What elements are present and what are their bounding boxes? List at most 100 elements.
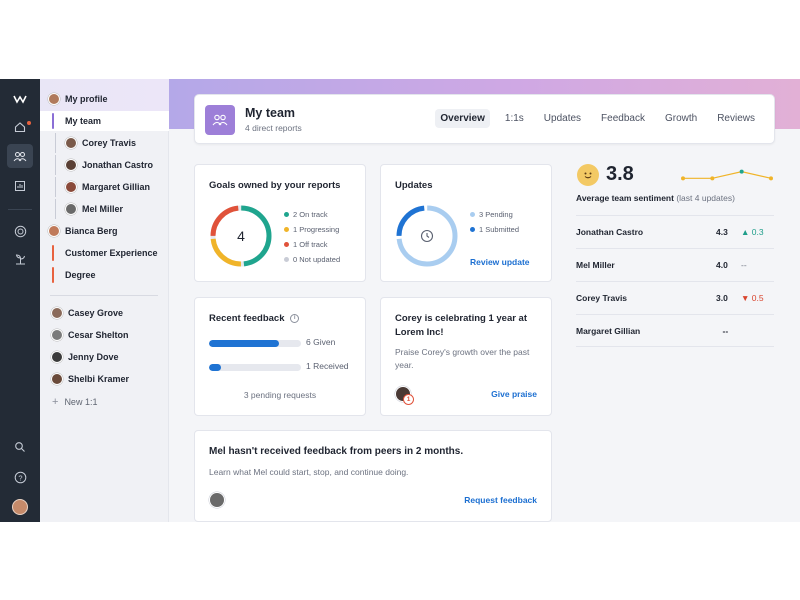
sidebar-item-label: Corey Travis: [82, 138, 137, 148]
sidebar-item-label: Mel Miller: [82, 204, 124, 214]
avatar: [48, 225, 60, 237]
tab-reviews[interactable]: Reviews: [717, 113, 755, 124]
legend-label: 0 Not updated: [293, 255, 341, 264]
legend-item: 1 Progressing: [284, 222, 340, 237]
sparkline-point: [739, 169, 744, 174]
search-icon[interactable]: [7, 435, 33, 459]
legend-label: 1 Progressing: [293, 225, 340, 234]
sidebar-divider: [50, 295, 158, 296]
sidebar-item-report[interactable]: Jonathan Castro: [40, 155, 169, 175]
pending-requests: 3 pending requests: [243, 390, 317, 400]
legend-bullet: [284, 227, 289, 232]
info-icon[interactable]: i: [290, 313, 300, 323]
tab-growth[interactable]: Growth: [664, 113, 698, 124]
group-color-bar: [52, 267, 54, 283]
chart-icon[interactable]: [7, 174, 33, 198]
sidebar-item-1on1[interactable]: Casey Grove: [40, 303, 169, 323]
sidebar-item-label: Customer Experience: [65, 248, 158, 258]
clock-icon: [420, 229, 434, 243]
page-subtitle: 4 direct reports: [245, 123, 302, 133]
team-icon[interactable]: [7, 144, 33, 168]
legend-label: 3 Pending: [479, 210, 513, 219]
give-praise-link[interactable]: Give praise: [491, 389, 537, 399]
tab-updates[interactable]: Updates: [543, 113, 582, 124]
tab-1on1s[interactable]: 1:1s: [504, 113, 524, 124]
sidebar-item-1on1[interactable]: Jenny Dove: [40, 347, 169, 367]
goals-card[interactable]: Goals owned by your reports 4 2 On track…: [194, 164, 366, 282]
recent-feedback-card[interactable]: Recent feedback i 6 Given 1 Received 3 p…: [194, 297, 366, 416]
sidebar-item-report[interactable]: Mel Miller: [40, 199, 169, 219]
tab-feedback[interactable]: Feedback: [601, 113, 645, 124]
avatar: [51, 307, 63, 319]
sentiment-row[interactable]: Mel Miller 4.0 --: [576, 248, 774, 281]
sidebar-item-person[interactable]: Bianca Berg: [40, 221, 169, 241]
legend-item: 2 On track: [284, 207, 340, 222]
sidebar-item-label: Bianca Berg: [65, 226, 118, 236]
sidebar: My profile My team Corey Travis Jonathan…: [40, 79, 169, 522]
person-name: Margaret Gillian: [576, 325, 641, 336]
sidebar-item-label: Jonathan Castro: [82, 160, 154, 170]
selection-bar: [52, 113, 54, 129]
team-header: My team 4 direct reports Overview 1:1s U…: [194, 94, 775, 144]
avatar: [51, 373, 63, 385]
rail-divider: [8, 209, 32, 210]
goals-donut: 4: [210, 205, 272, 267]
avatar: [51, 329, 63, 341]
sidebar-item-my-team[interactable]: My team: [40, 111, 169, 131]
card-title-text: Recent feedback: [209, 313, 285, 324]
goals-total: 4: [237, 228, 245, 244]
sidebar-item-label: Jenny Dove: [68, 352, 119, 362]
user-avatar[interactable]: [12, 499, 28, 515]
feedback-nudge-card[interactable]: Mel hasn't received feedback from peers …: [194, 430, 552, 522]
nudge-body: Learn what Mel could start, stop, and co…: [209, 467, 409, 477]
icon-rail: ?: [0, 79, 40, 522]
received-label: 1 Received: [306, 361, 349, 371]
celebration-card[interactable]: Corey is celebrating 1 year at Lorem Inc…: [380, 297, 552, 416]
sidebar-item-report[interactable]: Margaret Gillian: [40, 177, 169, 197]
sentiment-score: 3.8: [606, 163, 634, 185]
help-icon[interactable]: ?: [7, 465, 33, 489]
sidebar-item-group[interactable]: Degree: [40, 265, 169, 285]
legend-item: 3 Pending: [470, 207, 519, 222]
updates-card[interactable]: Updates 3 Pending 1 Submitted Review upd…: [380, 164, 552, 282]
sidebar-item-1on1[interactable]: Cesar Shelton: [40, 325, 169, 345]
person-delta: ▼ 0.5: [741, 293, 764, 303]
sentiment-sparkline: [681, 169, 773, 181]
review-update-link[interactable]: Review update: [470, 257, 530, 267]
sidebar-item-1on1[interactable]: Shelbi Kramer: [40, 369, 169, 389]
sidebar-item-group[interactable]: Customer Experience: [40, 243, 169, 263]
person-name: Jonathan Castro: [576, 227, 644, 237]
home-icon[interactable]: [7, 115, 33, 139]
main-content: My team 4 direct reports Overview 1:1s U…: [169, 79, 800, 522]
tab-overview[interactable]: Overview: [435, 109, 490, 128]
team-icon: [205, 105, 235, 135]
sentiment-row[interactable]: Jonathan Castro 4.3 ▲ 0.3: [576, 215, 774, 248]
new-1on1-button[interactable]: + New 1:1: [40, 392, 169, 412]
sidebar-item-label: Cesar Shelton: [68, 330, 129, 340]
request-feedback-link[interactable]: Request feedback: [464, 495, 537, 505]
sidebar-item-my-profile[interactable]: My profile: [40, 89, 169, 109]
sparkline-point: [769, 176, 773, 181]
donut-segment: [396, 205, 458, 267]
target-icon[interactable]: [7, 219, 33, 243]
legend-bullet: [284, 242, 289, 247]
new-1on1-label: New 1:1: [64, 397, 98, 407]
sidebar-item-report[interactable]: Corey Travis: [40, 133, 169, 153]
avatar: [65, 159, 77, 171]
sentiment-row[interactable]: Corey Travis 3.0 ▼ 0.5: [576, 281, 774, 314]
plus-icon: +: [52, 396, 59, 408]
person-name: Corey Travis: [576, 293, 628, 303]
app-window: ? My profile My team Corey Travis Jonath…: [0, 79, 800, 522]
smiley-icon: [577, 164, 599, 186]
sparkline-line: [683, 171, 772, 179]
donut-segment: [210, 205, 272, 267]
person-score: 3.0: [716, 293, 728, 303]
received-bar-fill: [209, 364, 221, 371]
given-bar-fill: [209, 340, 279, 347]
tree-line: [55, 199, 56, 219]
growth-icon[interactable]: [7, 247, 33, 271]
sentiment-row[interactable]: Margaret Gillian --: [576, 314, 774, 347]
avatar: [65, 203, 77, 215]
page-title: My team: [245, 106, 296, 120]
logo-icon[interactable]: [7, 87, 33, 111]
